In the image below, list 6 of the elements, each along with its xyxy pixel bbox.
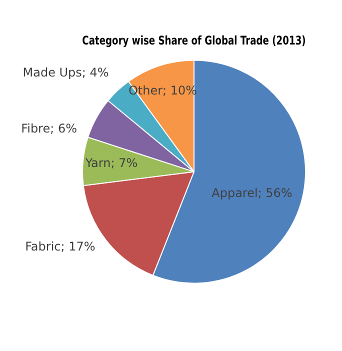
chart-title: Category wise Share of Global Trade (2013) — [82, 33, 306, 48]
slice-label: Apparel; 56% — [212, 186, 292, 200]
slice-label: Yarn; 7% — [84, 156, 138, 170]
slice-label: Fabric; 17% — [25, 240, 96, 254]
slice-label: Made Ups; 4% — [22, 66, 109, 80]
slice-label: Fibre; 6% — [21, 121, 78, 136]
